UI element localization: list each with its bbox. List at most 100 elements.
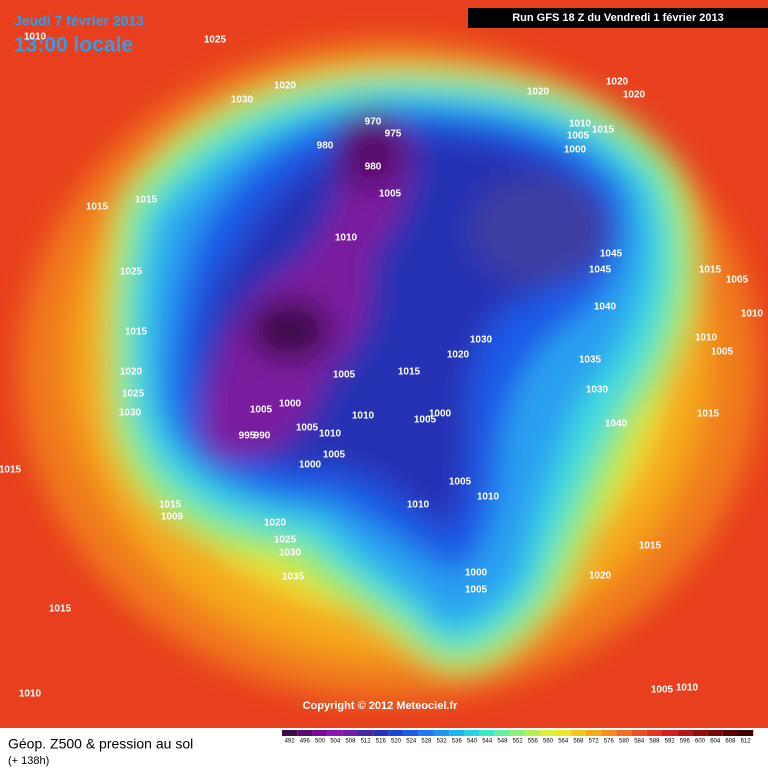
- colorbar-swatch: [525, 730, 541, 736]
- colorbar-label: 608: [725, 739, 736, 745]
- colorbar-label: 552: [513, 739, 524, 745]
- colorbar-label: 584: [634, 739, 645, 745]
- colorbar-swatch: [555, 730, 571, 736]
- isobar-label: 1020: [527, 87, 550, 98]
- isobar-label: 1005: [651, 685, 674, 696]
- colorbar-swatch: [434, 730, 450, 736]
- colorbar-label: 528: [421, 739, 432, 745]
- isobar-label: 975: [385, 129, 402, 140]
- isobar-label: 1015: [398, 367, 421, 378]
- copyright: Copyright © 2012 Meteociel.fr: [303, 700, 459, 712]
- colorbar-label: 548: [497, 739, 508, 745]
- isobar-label: 1015: [125, 327, 148, 338]
- isobar-label: 1005: [449, 477, 472, 488]
- isobar-label: 1020: [274, 81, 297, 92]
- colorbar-swatch: [616, 730, 632, 736]
- colorbar: 492 496 500 504 508 512 516 520 524 528 532 536 540 5…: [282, 730, 754, 745]
- colorbar-swatch: [738, 730, 754, 736]
- isobar-label: 1000: [429, 409, 452, 420]
- colorbar-label: 508: [345, 739, 356, 745]
- colorbar-swatch: [388, 730, 404, 736]
- run-box: [468, 8, 768, 28]
- isobar-label: 1045: [589, 265, 612, 276]
- isobar-label: 1020: [623, 90, 646, 101]
- colorbar-label: 564: [558, 739, 569, 745]
- isobar-label: 1045: [600, 249, 623, 260]
- colorbar-swatch: [646, 730, 662, 736]
- colorbar-label: 592: [665, 739, 676, 745]
- isobar-label: 1005: [296, 423, 319, 434]
- isobar-label: 1015: [699, 265, 722, 276]
- isobar-label: 1030: [279, 548, 302, 559]
- isobar-label: 1035: [282, 572, 305, 583]
- isobar-label: 1030: [231, 95, 254, 106]
- isobar-label: 980: [365, 162, 382, 173]
- isobar-label: 970: [365, 117, 382, 128]
- isobar-label: 1020: [120, 367, 143, 378]
- colorbar-label: 604: [710, 739, 721, 745]
- isobar-label: 1010: [352, 411, 375, 422]
- isobar-label: 1040: [594, 302, 617, 313]
- isobar-label: 1015: [0, 465, 22, 476]
- isobar-label: 1015: [135, 195, 158, 206]
- isobar-label: 1025: [274, 535, 297, 546]
- isobar-label: 1010: [24, 32, 47, 43]
- isobar-label: 1015: [697, 409, 720, 420]
- isobar-label: 1010: [407, 500, 430, 511]
- colorbar-swatch: [677, 730, 693, 736]
- isobar-label: 1010: [335, 233, 358, 244]
- colorbar-swatch: [540, 730, 556, 736]
- isobar-labels: 1010 102510201030102010201020970975980980…: [0, 32, 764, 700]
- isobar-label: 1000: [564, 145, 587, 156]
- isobar-label: 1000: [465, 568, 488, 579]
- forecast-date: Jeudi 7 février 2013: [14, 13, 144, 29]
- colorbar-label: 568: [573, 739, 584, 745]
- colorbar-label: 540: [467, 739, 478, 745]
- colorbar-label: 516: [376, 739, 387, 745]
- isobar-label: 1010: [319, 429, 342, 440]
- isobar-label: 1015: [86, 202, 109, 213]
- isobar-label: 1025: [120, 267, 143, 278]
- colorbar-swatch: [358, 730, 374, 736]
- colorbar-label: 600: [695, 739, 706, 745]
- isobar-label: 1005: [726, 275, 749, 286]
- colorbar-label: 544: [482, 739, 493, 745]
- isobar-label: 1025: [204, 35, 227, 46]
- colorbar-label: 612: [741, 739, 752, 745]
- footer-title: Géop. Z500 & pression au sol: [8, 736, 193, 752]
- colorbar-label: 572: [589, 739, 600, 745]
- isobar-label: 1010: [569, 119, 592, 130]
- colorbar-label: 520: [391, 739, 402, 745]
- colorbar-label: 560: [543, 739, 554, 745]
- colorbar-label: 588: [649, 739, 660, 745]
- isobar-label: 1005: [414, 415, 437, 426]
- isobar-label: 1020: [589, 571, 612, 582]
- isobar-label: 1015: [49, 604, 72, 615]
- colorbar-swatch: [373, 730, 389, 736]
- isobar-label: 1030: [586, 385, 609, 396]
- colorbar-swatch: [282, 730, 298, 736]
- isobar-label: 1020: [606, 77, 629, 88]
- isobar-label: 1035: [579, 355, 602, 366]
- isobar-label: 1040: [605, 419, 628, 430]
- isobar-label: 1025: [122, 389, 145, 400]
- colorbar-swatch: [312, 730, 328, 736]
- footer-lead: (+ 138h): [8, 755, 49, 767]
- colorbar-swatch: [510, 730, 526, 736]
- colorbar-swatch: [449, 730, 465, 736]
- colorbar-swatch: [494, 730, 510, 736]
- colorbar-label: 576: [604, 739, 615, 745]
- isobar-label: 1015: [159, 500, 182, 511]
- isobar-label: 1005: [323, 450, 346, 461]
- colorbar-label: 556: [528, 739, 539, 745]
- isobar-label: 1030: [119, 408, 142, 419]
- colorbar-swatch: [297, 730, 313, 736]
- colorbar-swatch: [342, 730, 358, 736]
- isobar-label: 995: [239, 431, 256, 442]
- isobar-label: 1015: [639, 541, 662, 552]
- isobar-label: 1005: [465, 585, 488, 596]
- colorbar-swatch: [722, 730, 738, 736]
- geopotential-field: [0, 0, 768, 728]
- isobar-label: 1000: [299, 460, 322, 471]
